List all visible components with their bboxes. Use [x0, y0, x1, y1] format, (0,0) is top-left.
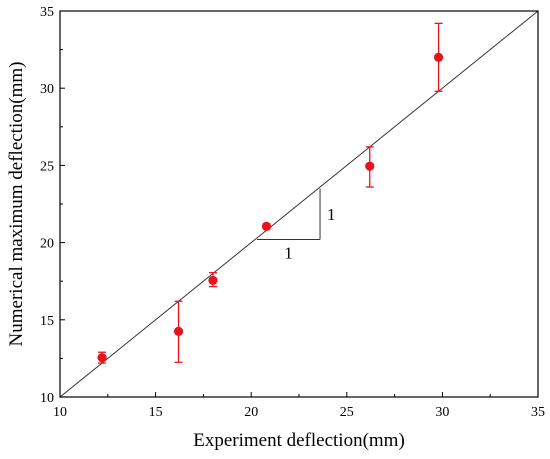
x-tick-label: 10: [53, 405, 67, 420]
data-point: [261, 221, 272, 231]
x-tick-label: 30: [435, 405, 449, 420]
data-point: [433, 52, 444, 62]
data-layer: [97, 22, 444, 364]
data-point: [208, 275, 218, 286]
x-tick-label: 20: [244, 405, 258, 420]
data-point: [173, 326, 184, 336]
x-tick-label: 15: [149, 405, 163, 420]
x-tick-label: 25: [340, 405, 354, 420]
data-point: [97, 353, 107, 363]
slope-run-label: 1: [284, 244, 293, 263]
x-axis-label: Experiment deflection(mm): [193, 430, 405, 451]
x-tick-label: 35: [531, 405, 545, 420]
y-tick-label: 25: [40, 159, 54, 174]
reference-layer: [59, 10, 539, 398]
slope-triangle: 11: [256, 188, 336, 263]
y-tick-label: 10: [40, 391, 54, 406]
y-tick-label: 15: [40, 314, 54, 329]
y-tick-label: 20: [40, 237, 54, 252]
y-axis-label: Numerical maximum deflection(mm): [6, 62, 27, 347]
y-tick-label: 35: [40, 5, 54, 20]
y-tick-label: 30: [40, 82, 54, 97]
reference-line: [59, 10, 539, 398]
slope-rise-label: 1: [327, 205, 336, 224]
tick-layer: 10 15 20 25 30 35 10 15 20 25 30 35: [40, 5, 545, 420]
data-point: [365, 161, 375, 171]
